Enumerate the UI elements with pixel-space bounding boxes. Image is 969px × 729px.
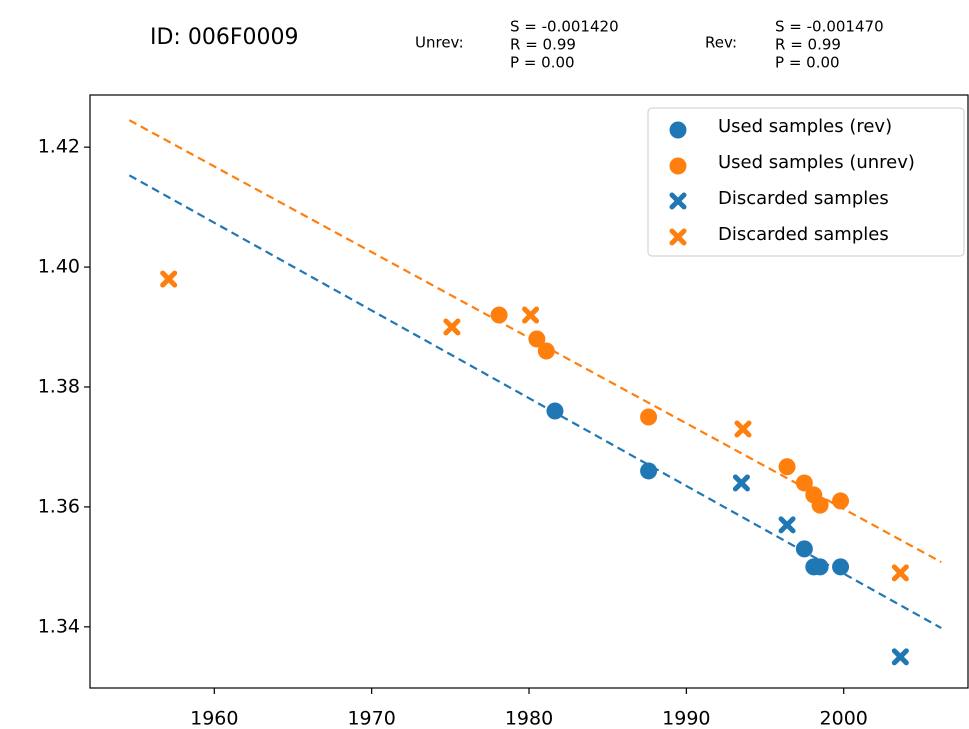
- point: [811, 496, 829, 514]
- x-marker: [891, 564, 909, 582]
- stats-line: S = -0.001470: [775, 18, 884, 36]
- x-marker: [443, 318, 461, 336]
- stats-line: R = 0.99: [775, 36, 841, 54]
- legend-marker: [669, 192, 687, 210]
- stats-line: S = -0.001420: [510, 18, 619, 36]
- x-marker: [160, 270, 178, 288]
- stats-label: Rev:: [705, 34, 737, 52]
- x-tick-label: 1970: [347, 708, 395, 729]
- legend-marker: [669, 121, 687, 139]
- legend-marker: [669, 228, 687, 246]
- stats-line: P = 0.00: [775, 54, 840, 72]
- legend-label: Discarded samples: [718, 188, 889, 209]
- y-tick-label: 1.42: [38, 136, 80, 158]
- y-tick-label: 1.38: [38, 376, 80, 398]
- x-marker: [734, 420, 752, 438]
- x-tick-label: 2000: [820, 708, 868, 729]
- y-tick-label: 1.34: [38, 615, 80, 637]
- legend-marker: [669, 157, 687, 175]
- stats-label: Unrev:: [415, 34, 464, 52]
- point: [490, 306, 508, 324]
- legend-label: Discarded samples: [718, 224, 889, 245]
- y-tick-label: 1.36: [38, 495, 80, 517]
- point: [537, 342, 555, 360]
- point: [640, 408, 658, 426]
- plot-area: [128, 119, 942, 666]
- x-marker: [732, 474, 750, 492]
- point: [778, 458, 796, 476]
- point: [811, 558, 829, 576]
- point: [546, 402, 564, 420]
- x-tick-label: 1990: [662, 708, 710, 729]
- point: [640, 462, 658, 480]
- point: [795, 474, 813, 492]
- point: [832, 558, 850, 576]
- point: [795, 540, 813, 558]
- legend-label: Used samples (rev): [718, 116, 892, 137]
- x-tick-label: 1960: [190, 708, 238, 729]
- stats-line: R = 0.99: [510, 36, 576, 54]
- legend-label: Used samples (unrev): [718, 152, 915, 173]
- point: [528, 330, 546, 348]
- x-marker: [522, 306, 540, 324]
- plot-frame: [89, 94, 969, 689]
- x-tick-label: 1980: [505, 708, 553, 729]
- stats-line: P = 0.00: [510, 54, 575, 72]
- legend-box: [647, 107, 965, 257]
- point: [832, 492, 850, 510]
- x-marker: [778, 516, 796, 534]
- chart-title: ID: 006F0009: [150, 25, 298, 50]
- y-tick-label: 1.40: [38, 256, 80, 278]
- x-marker: [891, 648, 909, 666]
